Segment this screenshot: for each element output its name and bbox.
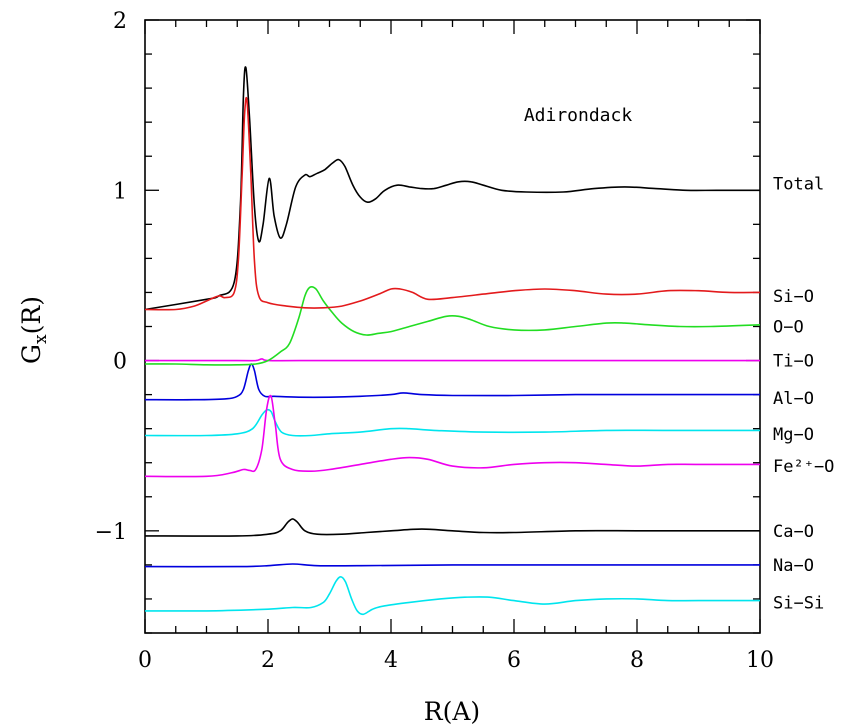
y-tick-label: 2 xyxy=(113,9,127,34)
series-line xyxy=(144,408,760,437)
series-line xyxy=(144,285,761,366)
x-tick-label: 6 xyxy=(507,648,521,673)
series-curves xyxy=(144,66,761,616)
series-line xyxy=(144,518,760,537)
series-label: Fe²⁺−O xyxy=(773,457,834,477)
y-tick-labels: −1 0 1 2 xyxy=(95,9,127,545)
series-label: Ti−O xyxy=(773,352,814,372)
series-label: Na−O xyxy=(773,556,814,576)
series-line xyxy=(144,96,761,311)
chart-annotation: Adirondack xyxy=(524,105,633,126)
series-label: Mg−O xyxy=(773,425,814,445)
series-label: Al−O xyxy=(773,389,814,409)
x-tick-label: 4 xyxy=(384,648,398,673)
series-label: Si−Si xyxy=(773,593,824,613)
y-axis-title: Gx(R) xyxy=(17,296,51,364)
series-line xyxy=(144,563,760,568)
x-tick-label: 2 xyxy=(261,648,275,673)
series-line xyxy=(144,358,760,362)
series-label: O−O xyxy=(773,318,804,338)
y-tick-label: 1 xyxy=(113,179,127,204)
series-label: Si−O xyxy=(773,287,814,307)
series-label: Ca−O xyxy=(773,522,814,542)
x-tick-label: 10 xyxy=(746,648,774,673)
y-tick-label: −1 xyxy=(95,520,127,545)
x-tick-label: 8 xyxy=(630,648,644,673)
series-label: Total xyxy=(773,174,824,194)
series-line xyxy=(144,66,760,311)
x-tick-label: 0 xyxy=(138,648,152,673)
series-line xyxy=(144,363,760,401)
series-labels: Total Si−O O−O Ti−O Al−O Mg−O Fe²⁺−O Ca−O Na−O Si… xyxy=(773,174,834,613)
y-tick-label: 0 xyxy=(113,350,127,375)
series-line xyxy=(144,394,761,478)
y-axis-subscript: x xyxy=(31,334,51,344)
x-axis-title: R(A) xyxy=(424,697,480,726)
x-tick-labels: 0 2 4 6 8 10 xyxy=(138,648,774,673)
series-line xyxy=(144,576,760,616)
